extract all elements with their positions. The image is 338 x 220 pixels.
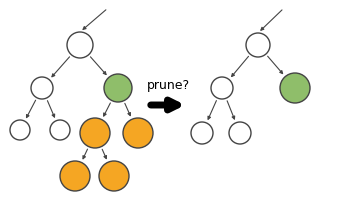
Circle shape [67,32,93,58]
Circle shape [229,122,251,144]
Circle shape [80,118,110,148]
Circle shape [211,77,233,99]
Text: prune?: prune? [146,79,190,92]
Circle shape [50,120,70,140]
Circle shape [99,161,129,191]
Circle shape [31,77,53,99]
Circle shape [246,33,270,57]
Circle shape [280,73,310,103]
Circle shape [60,161,90,191]
Circle shape [104,74,132,102]
Circle shape [191,122,213,144]
Circle shape [123,118,153,148]
Circle shape [10,120,30,140]
